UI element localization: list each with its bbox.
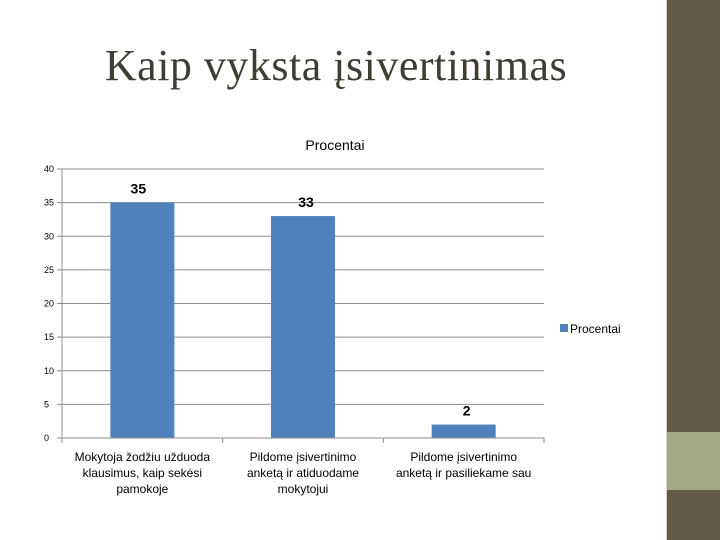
y-tick-label: 25: [44, 265, 54, 275]
y-tick-label: 0: [44, 433, 49, 443]
category-label: Pildome įsivertinimo: [250, 450, 357, 464]
data-label: 35: [131, 181, 147, 197]
category-labels: Mokytoja žodžiu užduoda klausimus, kaip s…: [75, 450, 532, 496]
axes: [61, 169, 545, 443]
category-label: anketą ir atiduodame: [247, 466, 359, 480]
y-tick-label: 35: [44, 198, 54, 208]
bar: [110, 202, 175, 438]
sidebar-divider: [666, 0, 667, 540]
y-tick-labels: 0 5 10 15 20 25 30 35 40: [44, 164, 54, 443]
sidebar-decoration-bottom: [666, 490, 720, 540]
sidebar-decoration-top: [666, 0, 720, 432]
data-labels: 35 33 2: [131, 181, 471, 419]
bar: [431, 424, 496, 438]
legend-label: Procentai: [570, 322, 621, 336]
category-label: Pildome įsivertinimo: [410, 450, 517, 464]
bars: [110, 202, 496, 438]
y-tick-label: 30: [44, 231, 54, 241]
y-tick-label: 5: [44, 399, 49, 409]
category-label: klausimus, kaip sekėsi: [83, 466, 202, 480]
y-tick-label: 10: [44, 366, 54, 376]
y-tick-label: 15: [44, 332, 54, 342]
category-label: Mokytoja žodžiu užduoda: [75, 450, 211, 464]
y-tick-label: 40: [44, 164, 54, 174]
category-label: pamokoje: [116, 482, 168, 496]
data-label: 33: [298, 194, 314, 210]
sidebar-decoration-accent: [666, 432, 720, 490]
slide-title: Kaip vyksta įsivertinimas: [104, 41, 568, 90]
category-label: mokytojui: [278, 482, 329, 496]
data-label: 2: [463, 403, 471, 419]
category-label: anketą ir pasiliekame sau: [396, 466, 531, 480]
chart-title: Procentai: [305, 137, 364, 153]
legend: Procentai: [560, 322, 621, 336]
y-tick-label: 20: [44, 299, 54, 309]
bar: [271, 216, 335, 438]
legend-swatch: [560, 324, 568, 332]
